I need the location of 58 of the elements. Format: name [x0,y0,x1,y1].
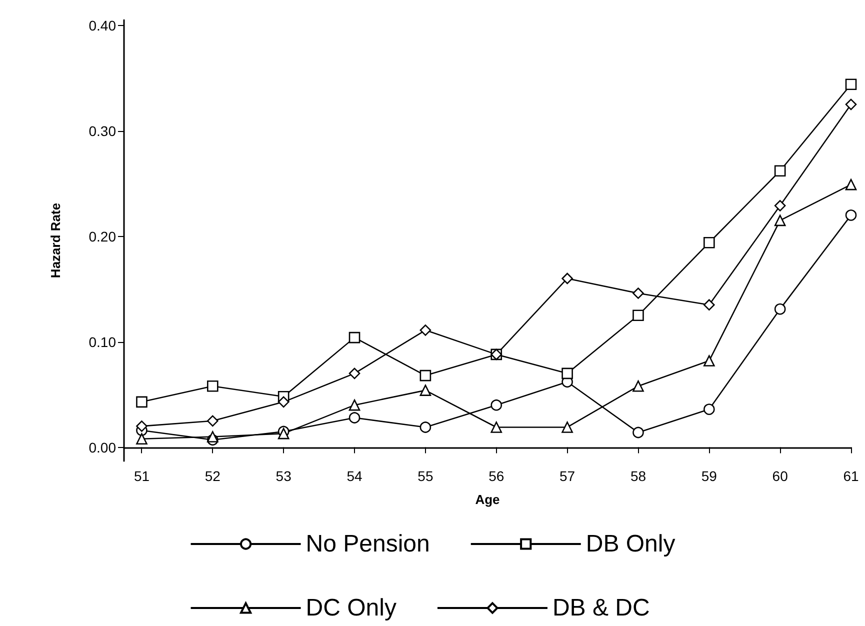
point [562,272,573,284]
x-tick-label: 59 [701,468,718,484]
point [703,355,715,366]
x-tick-label: 58 [630,468,646,484]
point [632,426,644,438]
point [562,368,573,380]
legend-label: DB & DC [552,594,650,622]
y-tick-label: 0.30 [88,122,116,139]
x-tick-label: 52 [204,468,221,484]
point [420,324,432,336]
point [490,422,502,433]
point [348,412,360,424]
point [845,210,857,221]
point [348,368,360,380]
point [632,288,644,299]
point [207,415,218,427]
x-tick-label: 61 [843,468,859,484]
point [703,299,715,311]
point [207,380,218,392]
legend-label: No Pension [306,530,430,558]
point [774,303,786,315]
point [348,399,360,411]
y-tick-label: 0.20 [88,228,116,244]
point [136,396,148,408]
x-axis-title: Age [475,492,500,507]
x-tick-label: 55 [418,468,434,484]
point [632,380,644,392]
point [845,78,857,90]
point [632,310,644,322]
point [420,370,432,382]
y-tick-label: 0.40 [88,17,116,34]
x-tick-label: 53 [276,468,292,484]
legend-label: DC Only [306,594,396,622]
point [845,98,857,110]
point [420,422,432,433]
point [136,420,148,432]
y-axis-title: Hazard Rate [48,202,63,278]
point [420,384,432,396]
x-tick-label: 60 [772,468,788,484]
x-tick-label: 51 [134,468,150,484]
point [278,396,290,408]
point [774,200,786,212]
legend-label: DB Only [586,530,676,558]
point [703,236,715,248]
point [207,431,218,442]
x-tick-label: 57 [560,468,576,484]
x-tick-label: 54 [346,468,363,484]
point [348,332,360,344]
point [845,178,857,190]
point [490,399,502,411]
point [136,433,148,444]
x-tick-label: 56 [488,468,504,484]
y-tick-label: 0.10 [88,334,116,350]
y-tick-label: 0.00 [88,439,116,456]
point [562,422,573,433]
point [774,165,786,177]
point [774,214,786,226]
point [704,404,715,415]
